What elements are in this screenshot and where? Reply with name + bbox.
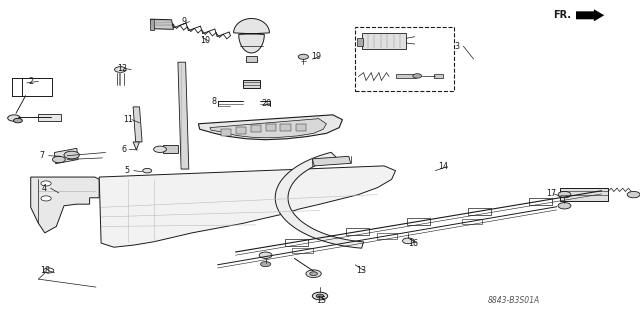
Polygon shape [296, 124, 306, 131]
Polygon shape [150, 19, 173, 29]
Polygon shape [362, 33, 406, 49]
Text: FR.: FR. [553, 10, 571, 20]
Circle shape [403, 238, 414, 244]
Circle shape [260, 262, 271, 267]
Circle shape [627, 191, 640, 198]
Circle shape [64, 151, 79, 159]
Polygon shape [407, 218, 430, 225]
Polygon shape [468, 208, 491, 215]
Text: 5: 5 [125, 166, 130, 175]
Text: 11: 11 [124, 115, 134, 124]
Text: 14: 14 [438, 162, 449, 171]
Text: 10: 10 [200, 36, 211, 45]
Polygon shape [133, 142, 140, 150]
Polygon shape [236, 127, 246, 134]
Circle shape [306, 270, 321, 278]
Polygon shape [434, 74, 443, 78]
Text: 19: 19 [311, 52, 321, 61]
Polygon shape [178, 62, 189, 169]
Circle shape [558, 203, 571, 209]
Polygon shape [234, 19, 269, 53]
Text: 18: 18 [40, 266, 50, 275]
Circle shape [41, 181, 51, 186]
Text: 7: 7 [40, 151, 45, 160]
Polygon shape [357, 38, 363, 46]
Polygon shape [210, 119, 326, 138]
Circle shape [143, 168, 152, 173]
Text: 16: 16 [408, 239, 419, 248]
Circle shape [13, 118, 22, 123]
Polygon shape [560, 188, 608, 201]
Circle shape [310, 272, 317, 276]
Circle shape [154, 146, 166, 152]
Text: 15: 15 [316, 296, 326, 305]
Polygon shape [246, 56, 257, 62]
Polygon shape [133, 107, 142, 142]
Circle shape [298, 54, 308, 59]
Polygon shape [198, 115, 342, 140]
FancyArrow shape [576, 9, 604, 21]
Text: 2: 2 [29, 77, 34, 86]
Polygon shape [54, 148, 78, 164]
Text: 20: 20 [261, 99, 271, 108]
Polygon shape [221, 129, 231, 136]
Polygon shape [529, 198, 552, 205]
Circle shape [41, 196, 51, 201]
Polygon shape [99, 166, 396, 247]
Polygon shape [243, 80, 260, 88]
Polygon shape [31, 177, 99, 233]
Circle shape [316, 294, 324, 298]
Polygon shape [377, 233, 397, 239]
Circle shape [52, 156, 65, 163]
Polygon shape [285, 239, 308, 246]
Text: 9: 9 [181, 17, 186, 26]
Circle shape [413, 74, 422, 78]
Circle shape [558, 191, 571, 198]
Polygon shape [292, 248, 313, 253]
Polygon shape [396, 74, 416, 78]
Polygon shape [251, 125, 261, 132]
Circle shape [312, 292, 328, 300]
Polygon shape [280, 124, 291, 131]
Circle shape [115, 67, 126, 72]
Polygon shape [266, 124, 276, 131]
Polygon shape [275, 152, 364, 248]
Circle shape [8, 115, 20, 121]
Text: 8843-B3S01A: 8843-B3S01A [488, 296, 540, 305]
Text: 4: 4 [42, 184, 47, 193]
Circle shape [44, 268, 54, 273]
Polygon shape [312, 156, 351, 166]
Polygon shape [38, 114, 61, 121]
Text: 6: 6 [122, 145, 127, 154]
Text: 3: 3 [454, 42, 460, 51]
Polygon shape [150, 19, 154, 30]
Text: 13: 13 [356, 266, 366, 275]
Polygon shape [163, 145, 178, 153]
Text: 17: 17 [546, 189, 556, 198]
Text: 12: 12 [117, 64, 127, 73]
Text: 8: 8 [211, 97, 216, 106]
Polygon shape [462, 219, 483, 225]
Polygon shape [346, 228, 369, 235]
Circle shape [259, 252, 272, 258]
